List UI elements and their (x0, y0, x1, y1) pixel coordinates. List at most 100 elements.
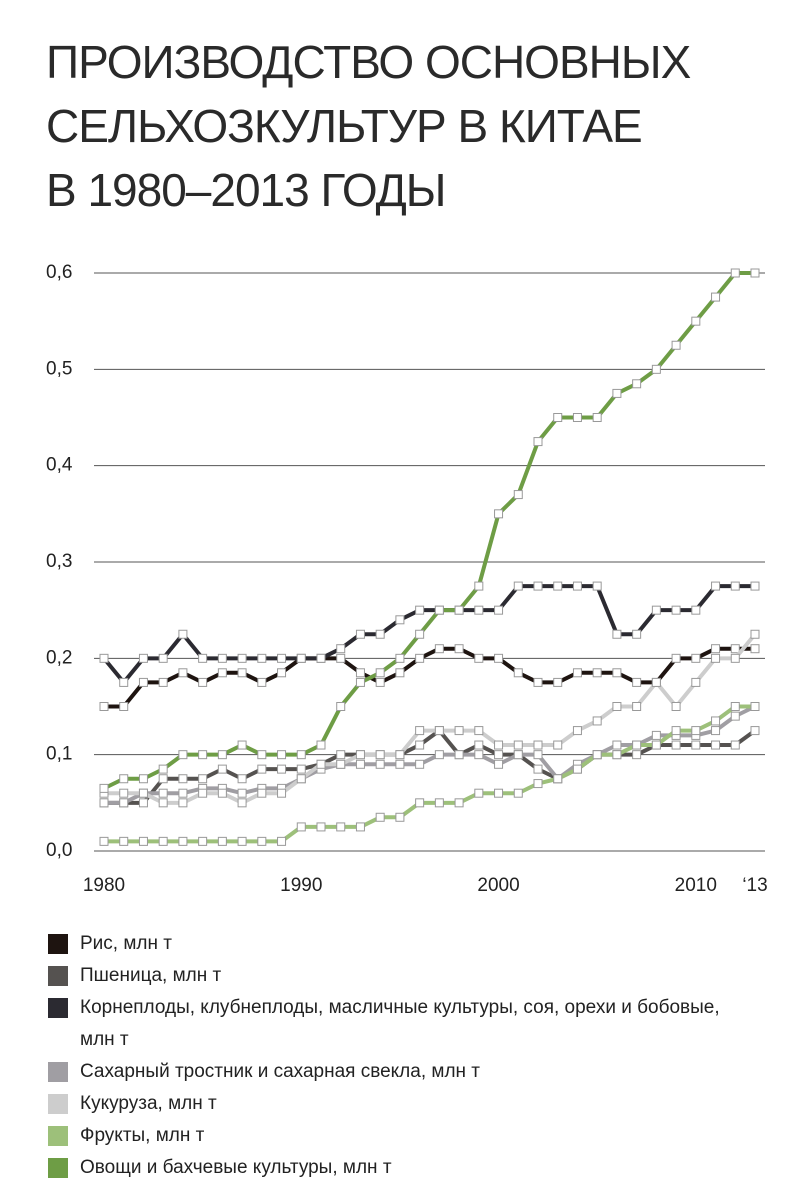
legend-item: Овощи и бахчевые культуры, млн т (48, 1152, 748, 1184)
point-marker (375, 677, 385, 687)
point-marker (395, 615, 405, 625)
point-marker (198, 653, 208, 663)
point-marker (572, 413, 582, 422)
point-marker (671, 726, 681, 736)
y-tick-label: 0,0 (46, 840, 72, 861)
point-marker (671, 702, 681, 711)
point-marker (119, 788, 129, 798)
point-marker (237, 836, 247, 846)
point-marker (494, 653, 504, 663)
point-marker (750, 581, 760, 591)
point-marker (99, 836, 109, 846)
point-marker (237, 668, 247, 678)
point-marker (494, 750, 504, 760)
point-marker (296, 764, 306, 774)
point-marker (237, 740, 247, 750)
point-marker (454, 726, 464, 736)
point-marker (533, 677, 543, 687)
point-marker (99, 783, 109, 793)
point-marker (592, 581, 602, 591)
point-marker (138, 836, 148, 846)
point-marker (257, 788, 267, 798)
point-marker (434, 750, 444, 760)
point-marker (474, 788, 484, 798)
point-marker (592, 750, 602, 760)
point-marker (119, 702, 129, 711)
point-marker (336, 644, 346, 654)
series-line (104, 632, 757, 805)
x-tick-label: 1990 (280, 875, 322, 896)
point-marker (553, 740, 563, 750)
point-marker (553, 581, 563, 591)
point-marker (336, 750, 346, 760)
point-marker (592, 413, 602, 422)
point-marker (730, 740, 740, 750)
point-marker (750, 268, 760, 278)
point-marker (257, 750, 267, 760)
point-marker (651, 730, 661, 740)
point-marker (119, 677, 129, 687)
point-marker (296, 822, 306, 832)
point-marker (651, 740, 661, 750)
point-marker (612, 702, 622, 711)
point-marker (99, 798, 109, 808)
point-marker (750, 629, 760, 639)
point-marker (454, 605, 464, 615)
point-marker (178, 668, 188, 678)
legend-item: Фрукты, млн т (48, 1120, 748, 1152)
point-marker (217, 750, 227, 760)
legend-swatch (48, 1158, 68, 1178)
point-marker (316, 822, 326, 832)
point-marker (513, 490, 523, 500)
point-marker (612, 750, 622, 760)
point-marker (711, 740, 721, 750)
point-marker (257, 653, 267, 663)
point-marker (375, 812, 385, 822)
point-marker (533, 750, 543, 760)
point-marker (750, 644, 760, 654)
point-marker (454, 798, 464, 808)
point-marker (257, 836, 267, 846)
point-marker (711, 653, 721, 663)
point-marker (632, 379, 642, 389)
y-tick-label: 0,6 (46, 262, 72, 283)
point-marker (395, 668, 405, 678)
point-marker (217, 764, 227, 774)
point-marker (395, 812, 405, 822)
point-marker (257, 677, 267, 687)
point-marker (198, 788, 208, 798)
point-marker (119, 836, 129, 846)
point-marker (178, 750, 188, 760)
legend-item: Кукуруза, млн т (48, 1088, 748, 1120)
point-marker (158, 764, 168, 774)
title-line: ПРОИЗВОДСТВО ОСНОВНЫХ (46, 36, 691, 88)
point-marker (671, 653, 681, 663)
series-line (104, 646, 755, 709)
point-marker (158, 653, 168, 663)
point-marker (336, 702, 346, 711)
point-marker (178, 629, 188, 639)
point-marker (572, 764, 582, 774)
point-marker (198, 750, 208, 760)
point-marker (355, 677, 365, 687)
point-marker (632, 629, 642, 639)
point-marker (494, 605, 504, 615)
series (99, 702, 760, 846)
point-marker (513, 668, 523, 678)
point-marker (651, 605, 661, 615)
point-marker (572, 726, 582, 736)
series (99, 629, 760, 808)
point-marker (277, 668, 287, 678)
point-marker (138, 798, 148, 808)
point-marker (158, 798, 168, 808)
point-marker (691, 316, 701, 326)
point-marker (395, 759, 405, 769)
series-line (104, 704, 755, 844)
point-marker (355, 822, 365, 832)
legend-label: Корнеплоды, клубнеплоды, масличные культ… (80, 997, 720, 1050)
point-marker (415, 605, 425, 615)
point-marker (119, 774, 129, 784)
point-marker (316, 759, 326, 769)
point-marker (592, 668, 602, 678)
point-marker (257, 764, 267, 774)
